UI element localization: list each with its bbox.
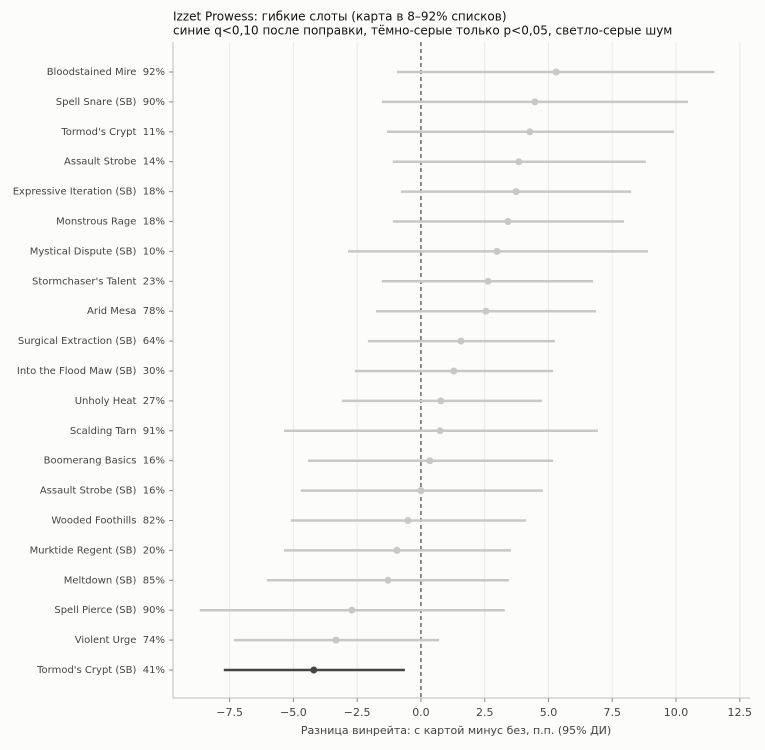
estimate-point — [515, 158, 523, 166]
x-axis-label: Разница винрейта: с картой минус без, п.… — [301, 724, 611, 737]
estimate-point — [552, 68, 560, 76]
y-tick-label: Unholy Heat 27% — [75, 396, 165, 407]
x-tick-label: 12.5 — [728, 706, 753, 719]
y-tick-label: Into the Flood Maw (SB) 30% — [17, 366, 165, 377]
y-tick-label: Scalding Tarn 91% — [70, 426, 165, 437]
estimate-point — [450, 367, 458, 375]
x-tick-label: 2.5 — [476, 706, 494, 719]
x-tick-label: −2.5 — [344, 706, 371, 719]
x-tick-label: 5.0 — [540, 706, 558, 719]
estimate-point — [531, 98, 539, 106]
x-tick-label: 10.0 — [664, 706, 689, 719]
chart-subtitle: синие q<0,10 после поправки, тёмно-серые… — [173, 24, 672, 38]
y-tick-label: Violent Urge 74% — [75, 635, 165, 646]
y-tick-label: Expressive Iteration (SB) 18% — [13, 187, 165, 198]
y-tick-label: Arid Mesa 78% — [87, 306, 165, 317]
y-tick-label: Wooded Foothills 82% — [51, 516, 165, 527]
estimate-point — [493, 247, 501, 255]
y-tick-label: Boomerang Basics 16% — [44, 456, 165, 467]
y-tick-label: Stormchaser's Talent 23% — [32, 276, 165, 287]
y-tick-label: Surgical Extraction (SB) 64% — [18, 336, 165, 347]
x-tick-label: 7.5 — [604, 706, 622, 719]
estimate-point — [512, 188, 520, 196]
y-tick-label: Tormod's Crypt 11% — [60, 127, 165, 138]
estimate-point — [437, 397, 445, 405]
estimate-point — [417, 487, 425, 495]
y-tick-label: Monstrous Rage 18% — [56, 217, 165, 228]
y-tick-label: Meltdown (SB) 85% — [64, 575, 165, 586]
estimate-point — [384, 576, 392, 584]
estimate-point — [404, 517, 412, 524]
y-tick-label: Mystical Dispute (SB) 10% — [30, 246, 165, 257]
estimate-point — [393, 546, 401, 554]
y-tick-label: Tormod's Crypt (SB) 41% — [36, 665, 165, 676]
estimate-point — [426, 457, 434, 465]
estimate-point — [457, 337, 465, 345]
x-tick-label: −5.0 — [280, 706, 307, 719]
chart-title: Izzet Prowess: гибкие слоты (карта в 8–9… — [173, 10, 507, 24]
estimate-point — [436, 427, 444, 435]
y-tick-label: Spell Snare (SB) 90% — [56, 97, 165, 108]
estimate-point — [482, 307, 490, 315]
estimate-point — [526, 128, 534, 136]
estimate-point — [484, 277, 492, 285]
y-tick-label: Bloodstained Mire 92% — [47, 67, 165, 78]
y-tick-label: Spell Pierce (SB) 90% — [54, 605, 165, 616]
estimate-point — [504, 218, 512, 225]
y-tick-label: Assault Strobe (SB) 16% — [40, 486, 165, 497]
y-tick-label: Murktide Regent (SB) 20% — [30, 545, 165, 556]
estimate-point — [310, 666, 318, 674]
x-tick-label: −7.5 — [216, 706, 243, 719]
estimate-point — [348, 606, 356, 614]
x-tick-label: 0.0 — [412, 706, 430, 719]
estimate-point — [332, 636, 340, 644]
y-tick-label: Assault Strobe 14% — [64, 157, 165, 168]
